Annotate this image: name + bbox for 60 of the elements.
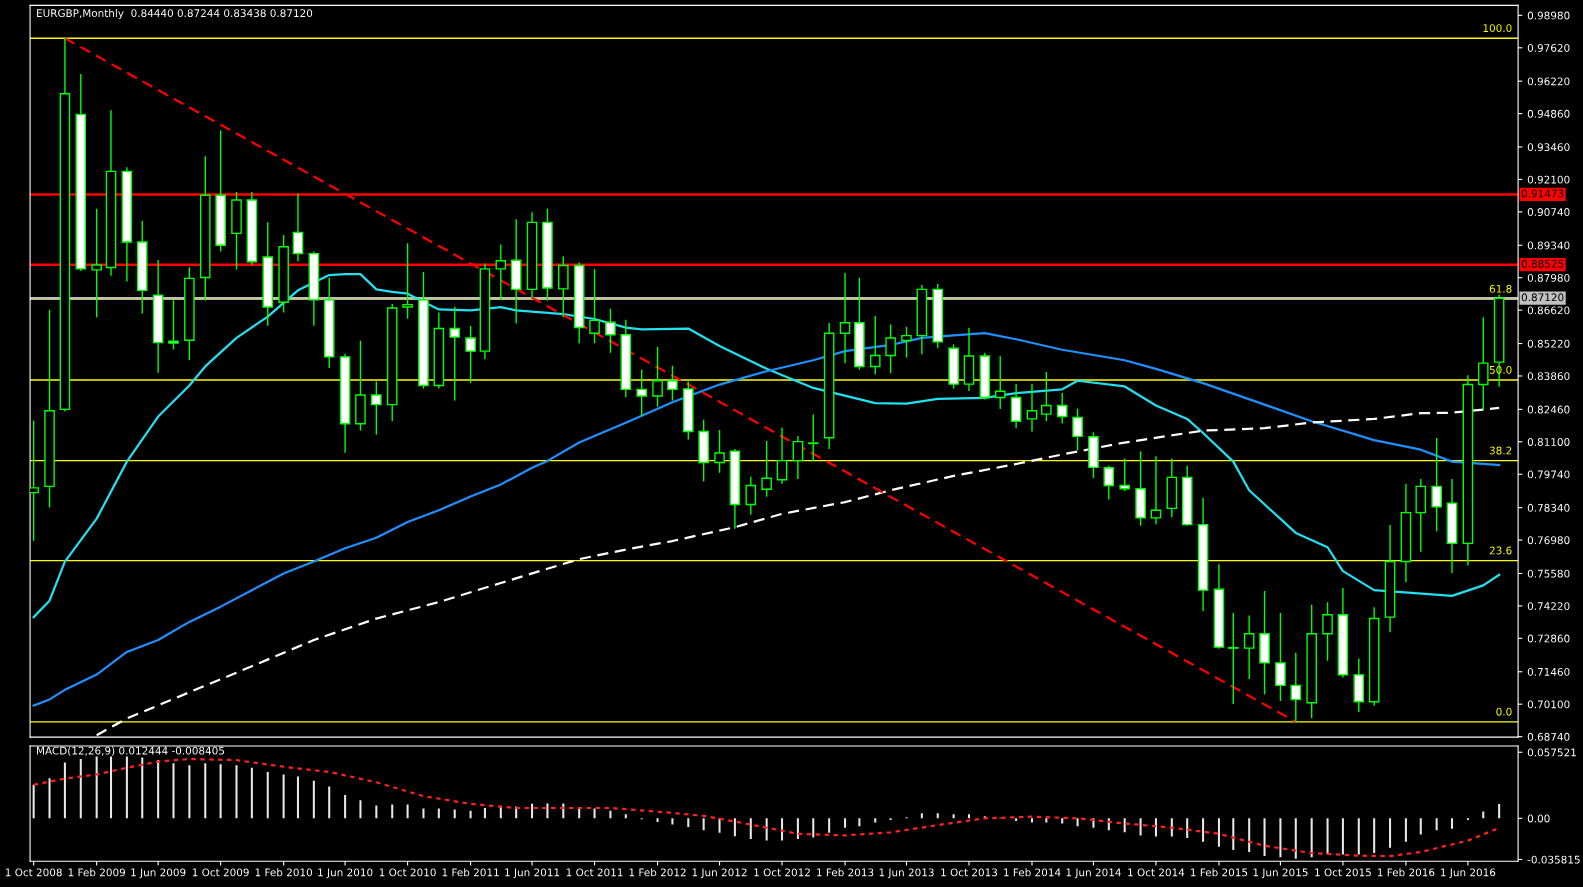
- y-tick-label: -0.035815: [1527, 855, 1580, 864]
- y-tick-label: 0.68740: [1527, 732, 1570, 741]
- x-tick-label: 1 Oct 2015: [1315, 868, 1371, 877]
- y-tick-label: 0.71460: [1527, 667, 1570, 676]
- x-tick-label: 1 Jun 2009: [131, 868, 186, 879]
- y-tick-label: 0.89340: [1527, 241, 1570, 250]
- ref-line-label: 0.87120: [1521, 293, 1564, 302]
- y-tick-label: 0.70100: [1527, 700, 1570, 709]
- y-tick-label: 0.79740: [1527, 470, 1570, 479]
- x-tick-label: 1 Feb 2016: [1377, 868, 1435, 877]
- y-tick-label: 0.78340: [1527, 503, 1570, 512]
- annotation: 61.8: [1489, 284, 1512, 293]
- y-tick-label: 0.98980: [1527, 11, 1570, 20]
- x-tick-label: 1 Jun 2016: [1441, 868, 1496, 879]
- y-tick-label: 0.83860: [1527, 372, 1570, 381]
- ref-line-label: 0.91473: [1521, 189, 1564, 198]
- x-tick-label: 1 Feb 2013: [817, 868, 874, 877]
- y-tick-label: 0.76980: [1527, 536, 1570, 545]
- y-tick-label: 0.94860: [1527, 109, 1570, 118]
- x-tick-label: 1 Feb 2014: [1004, 868, 1061, 877]
- x-tick-label: 1 Feb 2012: [629, 868, 686, 877]
- x-tick-label: 1 Feb 2009: [68, 868, 126, 877]
- y-tick-label: 0.90740: [1527, 208, 1570, 216]
- annotation: 38.2: [1489, 446, 1512, 455]
- y-tick-label: 0.87980: [1527, 273, 1570, 282]
- x-tick-label: 1 Oct 2012: [754, 868, 810, 877]
- x-tick-label: 1 Jun 2010: [318, 868, 373, 879]
- y-tick-label: 0.81100: [1527, 438, 1570, 446]
- y-tick-label: 0.74220: [1527, 602, 1570, 611]
- x-tick-label: 1 Oct 2014: [1128, 868, 1185, 877]
- chart-title: EURGBP,Monthly 0.84440 0.87244 0.83438 0.87120: [37, 8, 313, 20]
- y-tick-label: 0.92100: [1527, 175, 1570, 184]
- y-tick-label: 0.72860: [1527, 634, 1570, 643]
- y-tick-label: 0.96220: [1527, 77, 1570, 86]
- y-tick-label: 0.057521: [1527, 748, 1576, 757]
- y-tick-label: 0.00: [1527, 814, 1550, 823]
- y-tick-label: 0.97620: [1527, 44, 1570, 52]
- y-tick-label: 0.86620: [1527, 306, 1570, 315]
- annotation: 0.0: [1496, 707, 1512, 716]
- x-tick-label: 1 Oct 2010: [379, 868, 436, 877]
- x-tick-label: 1 Jun 2014: [1066, 868, 1121, 879]
- x-tick-label: 1 Jun 2012: [692, 868, 747, 879]
- x-tick-label: 1 Oct 2008: [5, 868, 62, 877]
- annotation: 23.6: [1489, 546, 1512, 555]
- x-tick-label: 1 Feb 2011: [442, 868, 499, 877]
- y-tick-label: 0.93460: [1527, 143, 1570, 152]
- chart-title: MACD(12,26,9) 0.012444 -0.008405: [37, 746, 225, 756]
- x-tick-label: 1 Jun 2015: [1253, 868, 1308, 879]
- x-tick-label: 1 Feb 2015: [1191, 868, 1248, 877]
- y-tick-label: 0.82460: [1527, 405, 1570, 414]
- x-tick-label: 1 Oct 2013: [941, 868, 998, 877]
- x-tick-label: 1 Oct 2009: [192, 868, 249, 877]
- x-tick-label: 1 Jun 2011: [505, 868, 560, 879]
- x-tick-label: 1 Feb 2010: [255, 868, 313, 877]
- ref-line-label: 0.88525: [1521, 259, 1564, 268]
- annotation: 100.0: [1483, 24, 1512, 33]
- x-tick-label: 1 Jun 2013: [879, 868, 934, 879]
- y-tick-label: 0.75580: [1527, 569, 1570, 578]
- y-tick-label: 0.85220: [1527, 339, 1570, 348]
- x-tick-label: 1 Oct 2011: [566, 868, 623, 877]
